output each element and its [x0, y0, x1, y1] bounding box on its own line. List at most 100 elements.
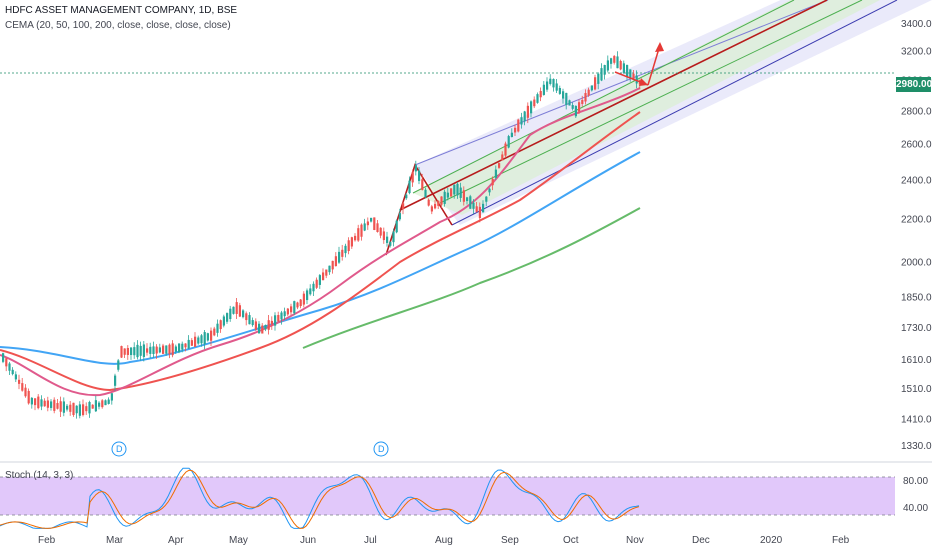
candle-body	[635, 75, 638, 84]
candle-body	[626, 65, 629, 78]
candle-body	[411, 172, 414, 183]
candle-body	[104, 400, 107, 406]
price-tick-label: 2800.00	[901, 106, 932, 117]
candle-body	[322, 272, 325, 281]
candle-body	[514, 127, 517, 133]
candle-body	[181, 343, 184, 350]
candle-body	[466, 197, 469, 202]
price-tick-label: 1510.00	[901, 384, 932, 395]
candle-body	[398, 213, 401, 220]
candle-body	[418, 170, 421, 181]
candle-body	[446, 192, 449, 198]
candle-body	[18, 379, 21, 384]
candle-body	[408, 180, 411, 194]
pitchfork-channel	[385, 0, 932, 256]
candle-body	[549, 78, 552, 84]
candle-body	[229, 308, 232, 320]
candle-body	[62, 401, 65, 413]
event-markers[interactable]: D D	[111, 441, 389, 457]
price-tick-label: 2000.00	[901, 258, 932, 269]
candle-body	[555, 83, 558, 91]
candle-body	[222, 316, 225, 326]
time-tick-label: Apr	[168, 535, 184, 546]
stoch-d-line	[0, 469, 640, 529]
candle-body	[616, 56, 619, 69]
candle-body	[395, 220, 398, 233]
candle-body	[360, 224, 363, 237]
time-axis: Feb Mar Apr May Jun Jul Aug Sep Oct Nov Dec 2020 Feb	[38, 535, 850, 546]
candle-body	[382, 231, 385, 241]
candle-body	[286, 308, 289, 315]
candle-body	[264, 324, 267, 330]
price-tick-label: 3200.00	[901, 46, 932, 57]
pitchfork-upper-line	[414, 0, 829, 166]
candle-body	[123, 348, 126, 355]
price-tick-label: 1610.00	[901, 355, 932, 366]
candle-body	[357, 228, 360, 241]
candle-body	[437, 200, 440, 206]
candle-body	[440, 196, 443, 205]
candle-body	[290, 306, 293, 313]
time-tick-label: May	[229, 535, 248, 546]
candle-body	[2, 353, 5, 362]
candle-body	[475, 206, 478, 212]
candle-body	[174, 346, 177, 352]
candle-body	[168, 344, 171, 355]
candle-body	[11, 369, 14, 375]
candle-body	[338, 251, 341, 263]
candle-body	[98, 402, 101, 407]
candle-body	[34, 398, 37, 406]
candle-body	[370, 217, 373, 222]
stoch-pane: 80.00 40.00	[0, 467, 928, 529]
candle-body	[539, 91, 542, 98]
indicator-legend[interactable]: CEMA (20, 50, 100, 200, close, close, cl…	[5, 20, 231, 31]
candle-body	[130, 347, 133, 356]
ema-20-line	[0, 87, 641, 397]
time-tick-label: Jul	[364, 535, 377, 546]
price-tick-label: 1850.00	[901, 293, 932, 304]
symbol-title[interactable]: HDFC ASSET MANAGEMENT COMPANY, 1D, BSE	[5, 5, 238, 16]
candle-body	[200, 335, 203, 344]
ema-200-line	[302, 207, 641, 349]
candle-body	[578, 102, 581, 112]
candle-body	[379, 227, 382, 236]
candle-body	[542, 84, 545, 95]
time-tick-label: Feb	[38, 535, 56, 546]
candle-body	[533, 99, 536, 107]
time-tick-label: Jun	[300, 535, 316, 546]
candle-body	[389, 242, 392, 246]
candle-body	[277, 315, 280, 322]
candle-body	[632, 73, 635, 80]
candle-body	[117, 360, 120, 370]
candle-body	[414, 165, 417, 172]
candle-body	[155, 346, 158, 354]
candle-body	[315, 279, 318, 288]
time-tick-label: 2020	[760, 535, 783, 546]
candle-body	[149, 346, 152, 354]
candle-body	[139, 345, 142, 356]
candle-body	[584, 93, 587, 102]
candle-body	[459, 187, 462, 198]
candle-body	[629, 69, 632, 79]
candle-body	[594, 77, 597, 90]
time-tick-label: Oct	[563, 535, 579, 546]
stoch-legend[interactable]: Stoch (14, 3, 3)	[5, 470, 74, 481]
price-tick-label: 1410.00	[901, 415, 932, 426]
candle-body	[267, 320, 270, 330]
candle-body	[341, 249, 344, 257]
price-tick-label: 3400.00	[901, 19, 932, 30]
candle-body	[530, 101, 533, 114]
candle-body	[226, 313, 229, 322]
candle-body	[318, 275, 321, 285]
candle-body	[600, 68, 603, 81]
candle-body	[536, 94, 539, 103]
candle-body	[571, 105, 574, 109]
candle-body	[59, 401, 62, 412]
candle-body	[312, 283, 315, 292]
candle-body	[520, 117, 523, 125]
candle-body	[120, 346, 123, 358]
candle-body	[245, 313, 248, 321]
candle-body	[510, 132, 513, 138]
stoch-tick-40: 40.00	[903, 503, 928, 514]
